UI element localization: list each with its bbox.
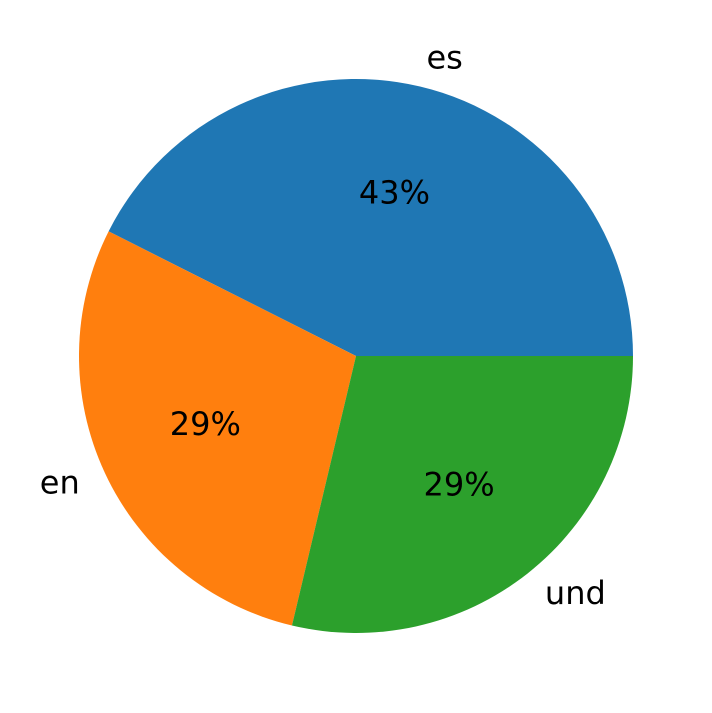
value-label: 29%: [170, 405, 241, 443]
slice-label: en: [40, 464, 80, 502]
value-label: 43%: [359, 173, 430, 211]
slice-label: es: [426, 39, 462, 77]
pie-slice: [291, 356, 633, 633]
pie-slice: [79, 231, 356, 626]
value-label: 29%: [423, 465, 494, 503]
pie-slice: [108, 79, 634, 357]
slice-label: und: [545, 574, 606, 612]
